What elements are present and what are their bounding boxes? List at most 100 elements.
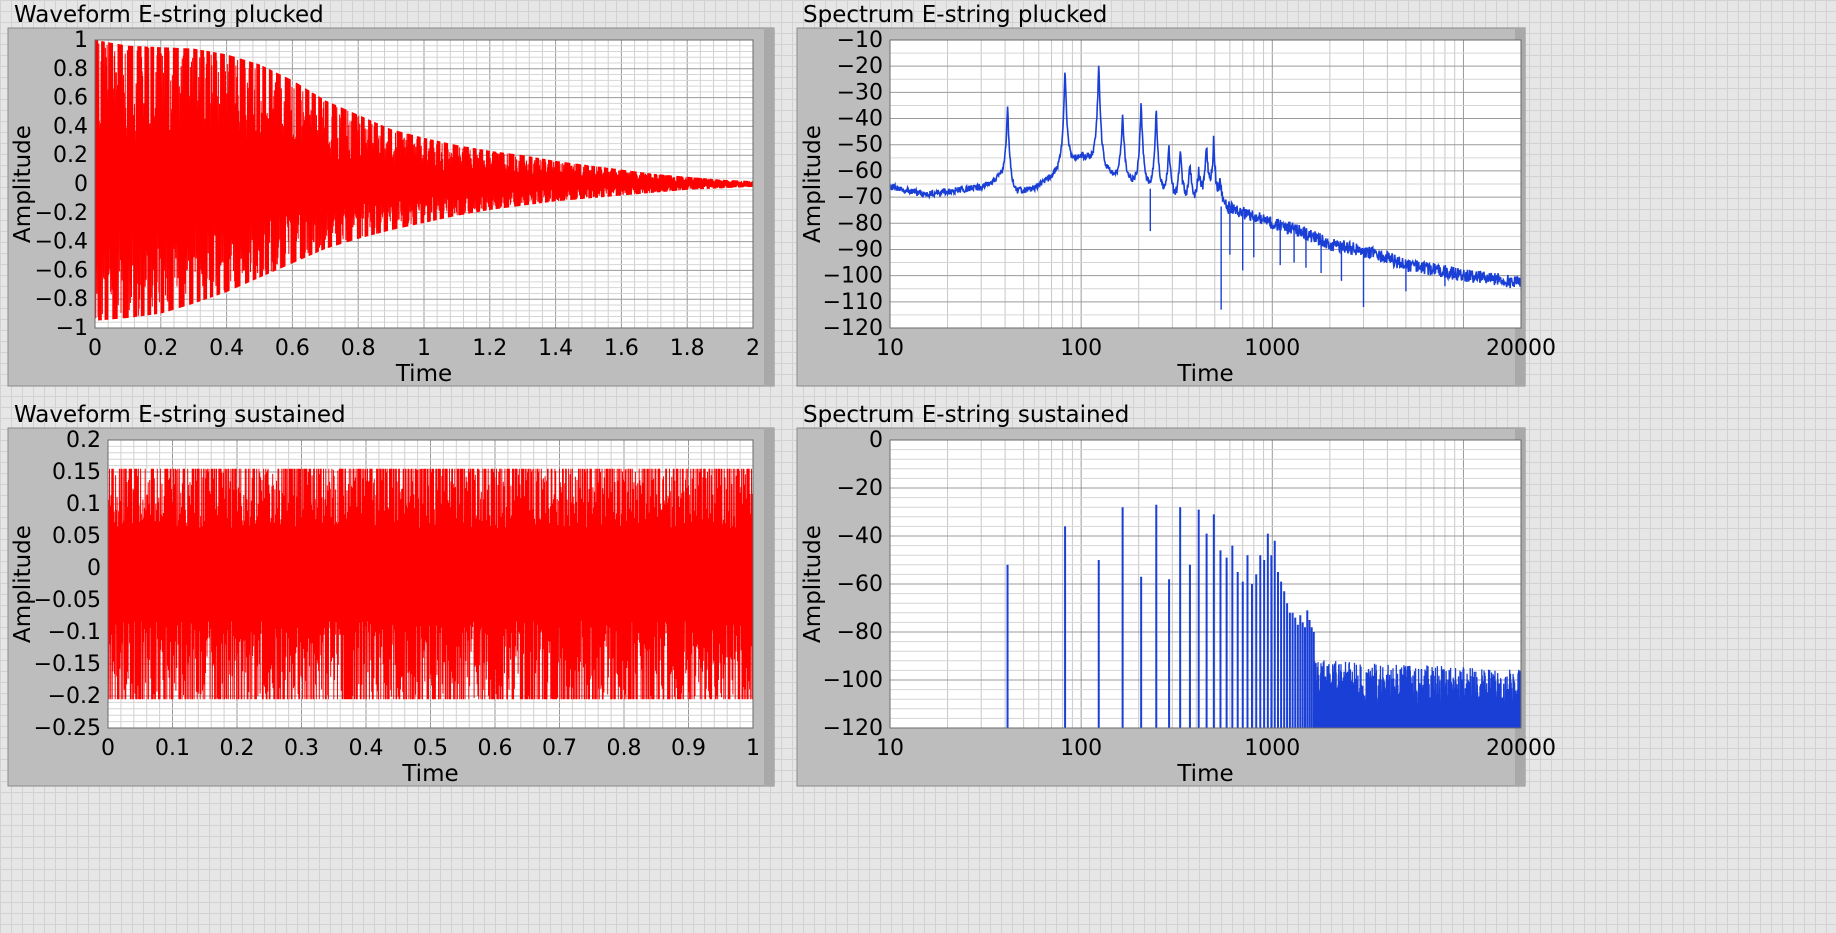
x-tick-label: 0.8	[341, 336, 376, 361]
series-line	[108, 468, 753, 700]
plot-border	[107, 439, 754, 729]
frame-edge	[764, 428, 774, 786]
series-group	[108, 468, 753, 700]
y-tick-label: −90	[837, 237, 883, 262]
y-tick-label: −40	[837, 524, 883, 549]
y-tick-label: −0.15	[34, 652, 101, 677]
y-tick-label: 0.15	[52, 460, 101, 485]
x-tick-label: 0.6	[275, 336, 310, 361]
y-tick-label: 0.8	[53, 57, 88, 82]
y-tick-label: −0.1	[48, 620, 101, 645]
y-tick-label: −0.05	[34, 588, 101, 613]
y-tick-label: −80	[837, 620, 883, 645]
y-tick-label: −40	[837, 107, 883, 132]
y-tick-label: −0.25	[34, 716, 101, 741]
y-tick-label: −60	[837, 572, 883, 597]
x-tick-label: 10	[876, 336, 904, 361]
y-tick-label: 0	[869, 428, 883, 453]
x-axis-label: Time	[1176, 761, 1233, 787]
x-axis-label: Time	[1176, 361, 1233, 387]
series-group	[95, 40, 753, 321]
y-tick-label: 0.2	[53, 143, 88, 168]
y-tick-label: −120	[823, 716, 883, 741]
y-tick-label: −0.2	[35, 201, 88, 226]
x-tick-label: 0.1	[155, 736, 190, 761]
y-tick-label: 0.1	[66, 492, 101, 517]
y-tick-label: −60	[837, 159, 883, 184]
x-tick-label: 0.4	[349, 736, 384, 761]
x-tick-label: 0.2	[143, 336, 178, 361]
series-group	[890, 65, 1521, 310]
x-tick-label: 100	[1060, 336, 1102, 361]
y-tick-label: 0	[87, 556, 101, 581]
plot-border	[889, 439, 1522, 729]
frame-edge	[764, 28, 774, 386]
x-tick-label: 0	[88, 336, 102, 361]
x-tick-label: 1.4	[538, 336, 573, 361]
y-tick-label: −0.6	[35, 258, 88, 283]
x-tick-label: 20000	[1486, 736, 1556, 761]
y-axis-label: Amplitude	[10, 525, 36, 643]
x-tick-label: 0.9	[671, 736, 706, 761]
plot-border	[94, 39, 754, 329]
y-tick-label: 1	[74, 28, 88, 53]
x-tick-label: 1	[746, 736, 760, 761]
waveform-plucked-chart: Waveform E-string plucked 0 0.2 0.4 0.6 0.8 1 1…	[7, 2, 775, 387]
y-tick-label: −50	[837, 133, 883, 158]
chart-title: Spectrum E-string sustained	[803, 402, 1129, 428]
y-tick-label: −100	[823, 264, 883, 289]
x-tick-label: 1000	[1244, 736, 1300, 761]
plot-border	[889, 39, 1522, 329]
x-tick-label: 0.8	[607, 736, 642, 761]
y-tick-label: −110	[823, 290, 883, 315]
x-axis-label: Time	[395, 361, 452, 387]
x-tick-label: 1	[417, 336, 431, 361]
chart-title: Spectrum E-string plucked	[803, 2, 1107, 28]
x-tick-label: 0.2	[220, 736, 255, 761]
x-tick-label: 20000	[1486, 336, 1556, 361]
y-tick-label: 0.05	[52, 524, 101, 549]
y-tick-label: −10	[837, 28, 883, 53]
y-tick-label: −100	[823, 668, 883, 693]
chart-title: Waveform E-string sustained	[14, 402, 346, 428]
x-tick-label: 0.6	[478, 736, 513, 761]
x-tick-label: 10	[876, 736, 904, 761]
spectrum-sustained-chart: Spectrum E-string sustained 10 100 1000 2000…	[796, 402, 1556, 787]
chart-title: Waveform E-string plucked	[14, 2, 324, 28]
x-axis-label: Time	[401, 761, 458, 787]
y-tick-label: 0	[74, 172, 88, 197]
series-line	[95, 40, 753, 321]
y-tick-label: −20	[837, 476, 883, 501]
y-tick-label: −120	[823, 316, 883, 341]
x-tick-label: 2	[746, 336, 760, 361]
y-axis-label: Amplitude	[10, 125, 36, 243]
x-tick-label: 0	[101, 736, 115, 761]
series-line	[890, 65, 1521, 289]
x-tick-label: 1000	[1244, 336, 1300, 361]
y-tick-label: 0.2	[66, 428, 101, 453]
series-group	[1006, 504, 1521, 728]
x-tick-label: 0.7	[542, 736, 577, 761]
y-tick-label: 0.4	[53, 114, 88, 139]
y-tick-label: −30	[837, 80, 883, 105]
waveform-sustained-chart: Waveform E-string sustained 0 0.1 0.2 0.3 0.4…	[7, 402, 775, 787]
y-tick-label: −80	[837, 211, 883, 236]
y-tick-label: 0.6	[53, 86, 88, 111]
spectrum-plucked-chart: Spectrum E-string plucked 10 100 1000 20000 −…	[796, 2, 1556, 387]
x-tick-label: 100	[1060, 736, 1102, 761]
noise-floor-fill	[1313, 711, 1521, 728]
y-axis-label: Amplitude	[800, 125, 826, 243]
y-tick-label: −0.4	[35, 230, 88, 255]
x-tick-label: 1.6	[604, 336, 639, 361]
x-tick-label: 0.4	[209, 336, 244, 361]
x-tick-label: 0.5	[413, 736, 448, 761]
y-tick-label: −0.2	[48, 684, 101, 709]
x-tick-label: 1.8	[670, 336, 705, 361]
y-tick-label: −1	[56, 316, 88, 341]
y-tick-label: −70	[837, 185, 883, 210]
x-tick-label: 1.2	[472, 336, 507, 361]
y-tick-label: −0.8	[35, 287, 88, 312]
x-tick-label: 0.3	[284, 736, 319, 761]
y-tick-label: −20	[837, 54, 883, 79]
y-axis-label: Amplitude	[800, 525, 826, 643]
